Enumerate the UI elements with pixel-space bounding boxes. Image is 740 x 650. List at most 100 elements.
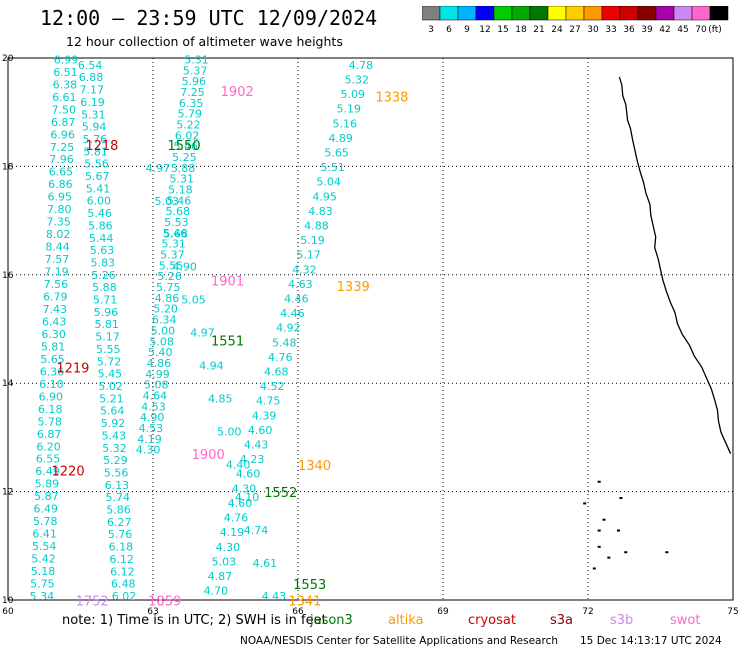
wave-height-value: 5.86 xyxy=(106,504,131,517)
legend-label: 3 xyxy=(428,25,434,35)
wave-height-value: 6.36 xyxy=(40,365,65,378)
wave-height-value: 5.46 xyxy=(163,227,188,240)
wave-height-value: 5.04 xyxy=(316,176,341,189)
wave-height-value: 5.19 xyxy=(337,103,362,116)
x-tick-label: 75 xyxy=(727,607,738,617)
wave-height-value: 7.80 xyxy=(47,203,72,216)
x-tick-label: 63 xyxy=(147,607,158,617)
wave-height-value: 4.92 xyxy=(276,322,301,335)
wave-height-value: 4.43 xyxy=(244,439,269,452)
wave-height-value: 5.46 xyxy=(87,207,112,220)
island xyxy=(665,551,669,554)
legend-label: 70 xyxy=(695,25,707,35)
pass-time-label: 1339 xyxy=(337,280,370,295)
wave-height-value: 8.02 xyxy=(46,228,71,241)
wave-height-value: 4.97 xyxy=(146,162,171,175)
pass-time-label: 1752 xyxy=(76,594,109,609)
wave-height-value: 7.96 xyxy=(49,153,74,166)
legend-label: 39 xyxy=(641,25,653,35)
legend-label: 15 xyxy=(497,25,508,35)
wave-height-value: 4.88 xyxy=(304,219,329,232)
pass-time-label: 1220 xyxy=(52,464,85,479)
wave-height-value: 5.02 xyxy=(98,380,123,393)
pass-time-label: 1218 xyxy=(85,139,118,154)
wave-height-value: 4.52 xyxy=(260,380,285,393)
wave-height-value: 4.60 xyxy=(236,468,261,481)
legend-label: 21 xyxy=(533,25,544,35)
wave-height-value: 6.86 xyxy=(48,178,73,191)
legend-label: (ft) xyxy=(708,25,722,35)
wave-height-value: 4.53 xyxy=(141,400,166,413)
wave-height-value: 6.43 xyxy=(42,315,67,328)
wave-height-value: 5.16 xyxy=(332,117,357,130)
island xyxy=(617,529,620,532)
wave-height-value: 6.19 xyxy=(80,96,105,109)
wave-height-value: 5.32 xyxy=(345,73,370,86)
wave-height-value: 4.99 xyxy=(145,368,170,381)
legend-label: 6 xyxy=(446,25,452,35)
wave-height-value: 5.78 xyxy=(33,515,58,528)
wave-height-value: 4.19 xyxy=(220,526,245,539)
wave-height-value: 4.74 xyxy=(244,524,269,537)
wave-height-value: 5.72 xyxy=(97,355,122,368)
legend-label: 9 xyxy=(464,25,470,35)
wave-height-value: 5.08 xyxy=(149,335,174,348)
wave-height-value: 5.20 xyxy=(153,303,178,316)
wave-height-value: 4.83 xyxy=(308,205,333,218)
wave-height-value: 5.17 xyxy=(296,249,321,262)
island xyxy=(624,551,628,554)
wave-height-value: 5.56 xyxy=(104,466,129,479)
wave-height-value: 7.19 xyxy=(44,266,69,279)
wave-height-value: 6.13 xyxy=(105,479,130,492)
wave-height-value: 6.96 xyxy=(50,128,75,141)
wave-height-value: 5.88 xyxy=(92,281,117,294)
island xyxy=(619,497,623,500)
wave-height-value: 6.48 xyxy=(111,578,136,591)
wave-height-value: 5.45 xyxy=(98,368,123,381)
coastline xyxy=(618,76,732,454)
wave-height-value: 5.54 xyxy=(32,540,57,553)
sat-label-cryosat: cryosat xyxy=(468,613,516,628)
pass-time-label: 1553 xyxy=(293,578,326,593)
wave-height-value: 5.96 xyxy=(182,75,207,88)
wave-height-value: 6.18 xyxy=(38,403,63,416)
wave-height-value: 4.40 xyxy=(226,458,251,471)
wave-height-value: 4.63 xyxy=(288,278,313,291)
pass-time-label: 1859 xyxy=(148,594,181,609)
wave-height-value: 6.10 xyxy=(39,378,64,391)
wave-height-value: 6.88 xyxy=(79,71,104,84)
wave-height-value: 5.31 xyxy=(184,53,209,66)
wave-height-value: 4.23 xyxy=(240,453,265,466)
wave-height-value: 6.55 xyxy=(36,453,61,466)
wave-height-value: 5.46 xyxy=(174,140,199,153)
wave-height-value: 4.60 xyxy=(228,497,253,510)
wave-height-value: 7.25 xyxy=(180,86,205,99)
wave-height-value: 6.20 xyxy=(36,440,61,453)
wave-height-value: 5.51 xyxy=(320,161,345,174)
wave-height-value: 4.43 xyxy=(262,590,287,603)
wave-height-value: 7.57 xyxy=(45,253,70,266)
wave-height-value: 6.65 xyxy=(49,166,74,179)
wave-height-value: 5.55 xyxy=(159,259,184,272)
wave-height-value: 6.02 xyxy=(175,129,200,142)
wave-height-value: 6.61 xyxy=(52,91,77,104)
wave-height-value: 5.83 xyxy=(91,256,116,269)
pass-time-label: 1341 xyxy=(288,594,321,609)
wave-height-value: 4.46 xyxy=(280,307,305,320)
wave-height-value: 6.18 xyxy=(109,541,134,554)
wave-height-value: 5.64 xyxy=(100,405,125,418)
wave-height-value: 5.68 xyxy=(163,228,188,241)
wave-height-value: 5.63 xyxy=(90,244,115,257)
wave-height-value: 4.76 xyxy=(268,351,293,364)
footer-credit: NOAA/NESDIS Center for Satellite Applica… xyxy=(240,635,558,647)
wave-height-value: 4.90 xyxy=(140,411,165,424)
wave-height-value: 6.30 xyxy=(41,328,66,341)
wave-height-value: 4.30 xyxy=(136,444,161,457)
wave-height-value: 5.89 xyxy=(35,478,60,491)
wave-height-value: 5.87 xyxy=(34,490,59,503)
wave-height-value: 5.03 xyxy=(212,555,237,568)
island xyxy=(583,502,587,505)
island xyxy=(592,567,596,570)
wave-height-value: 5.31 xyxy=(169,173,194,186)
wave-height-value: 5.86 xyxy=(88,219,113,232)
